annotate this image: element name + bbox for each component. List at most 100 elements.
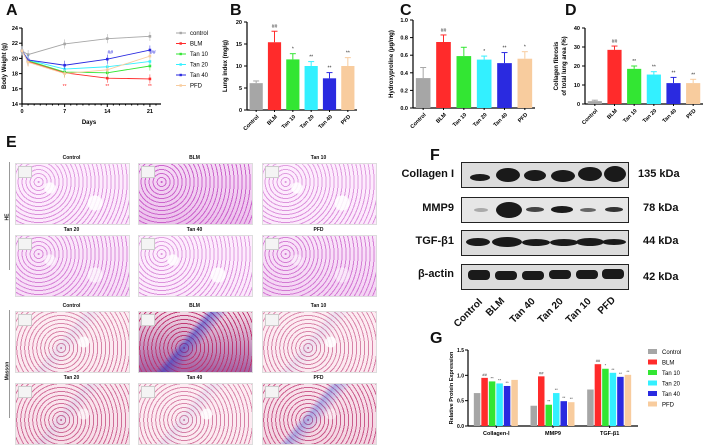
svg-text:**: ** (570, 396, 574, 401)
histology-image (138, 383, 253, 445)
thumbnail-inset (265, 386, 279, 398)
histo-title-tan10-he: Tan 10 (310, 155, 327, 161)
svg-text:14: 14 (12, 102, 19, 108)
svg-text:control: control (190, 31, 208, 37)
wb-kda-mmp9: 78 kDa (643, 202, 679, 214)
histo-title-blm-masson: BLM (189, 303, 200, 309)
svg-text:24: 24 (12, 26, 19, 32)
svg-text:Tan 20: Tan 20 (662, 382, 681, 388)
svg-text:14: 14 (104, 109, 111, 115)
svg-text:MMP9: MMP9 (545, 431, 561, 437)
histology-image (262, 163, 377, 225)
svg-text:**: ** (652, 65, 656, 71)
svg-text:15: 15 (236, 42, 242, 48)
svg-text:##: ## (441, 28, 447, 34)
svg-text:Tan 20: Tan 20 (472, 112, 488, 128)
svg-text:Tan 40: Tan 40 (662, 392, 681, 398)
svg-text:**: ** (562, 395, 566, 400)
panel-label-c: C (400, 2, 412, 19)
histo-title-control-masson: Control (62, 303, 81, 309)
thumbnail-inset (265, 238, 279, 250)
svg-text:**: ** (491, 375, 495, 380)
svg-text:Control: Control (581, 108, 599, 126)
svg-text:Tan 20: Tan 20 (190, 63, 209, 69)
svg-text:**: ** (691, 72, 695, 78)
wb-kda-collagen: 135 kDa (638, 168, 680, 180)
svg-text:0.2: 0.2 (400, 88, 408, 94)
svg-text:0.0: 0.0 (457, 424, 464, 430)
svg-text:##: ## (107, 50, 113, 56)
svg-text:Tan 40: Tan 40 (662, 108, 678, 124)
svg-text:##: ## (539, 370, 544, 375)
thumbnail-inset (141, 238, 155, 250)
svg-text:**: ** (498, 377, 502, 382)
wb-label-tgfb1: TGF-β1 (415, 235, 455, 247)
panel-label-a: A (6, 2, 18, 19)
svg-text:Tan 10: Tan 10 (662, 371, 681, 377)
thumbnail-inset (265, 166, 279, 178)
thumbnail-inset (141, 166, 155, 178)
svg-text:Days: Days (82, 120, 97, 126)
svg-text:**: ** (63, 84, 67, 90)
histo-title-control-he: Control (62, 155, 81, 161)
svg-text:*: * (483, 49, 485, 55)
svg-text:*: * (292, 47, 294, 53)
svg-text:Body Weight (g): Body Weight (g) (2, 43, 8, 89)
thumbnail-inset (18, 314, 32, 326)
svg-text:0: 0 (577, 102, 580, 108)
histo-title-tan40-masson: Tan 40 (186, 375, 203, 381)
svg-text:Tan 10: Tan 10 (622, 108, 638, 124)
svg-text:PFD: PFD (340, 114, 352, 126)
wb-kda-tgfb1: 44 kDa (643, 235, 679, 247)
svg-text:20: 20 (236, 20, 242, 26)
svg-text:##: ## (150, 50, 156, 56)
svg-text:22: 22 (12, 41, 18, 47)
svg-text:##: ## (272, 24, 278, 30)
svg-text:21: 21 (147, 109, 153, 115)
histo-title-tan10-masson: Tan 10 (310, 303, 327, 309)
histo-title-pfd-he: PFD (313, 227, 324, 233)
svg-text:of total lung area (%): of total lung area (%) (562, 36, 568, 95)
svg-text:TGF-β1: TGF-β1 (600, 431, 619, 437)
wb-label-collagen: Collagen I (401, 168, 454, 180)
svg-text:**: ** (555, 387, 559, 392)
svg-text:20: 20 (12, 56, 18, 62)
svg-text:Tan 40: Tan 40 (493, 112, 509, 128)
histology-image (15, 235, 130, 297)
svg-text:7: 7 (63, 109, 66, 115)
histology-image (15, 163, 130, 225)
svg-text:*: * (524, 45, 526, 51)
thumbnail-inset (18, 238, 32, 250)
svg-text:1.5: 1.5 (457, 348, 464, 354)
histology-image (138, 163, 253, 225)
svg-text:1.0: 1.0 (457, 373, 464, 379)
panel-label-d: D (565, 2, 577, 19)
svg-text:PFD: PFD (517, 112, 529, 124)
histology-image (262, 235, 377, 297)
histo-title-blm-he: BLM (189, 155, 200, 161)
svg-text:BLM: BLM (606, 108, 619, 121)
svg-text:0.8: 0.8 (400, 36, 408, 42)
svg-text:**: ** (328, 66, 332, 72)
svg-text:##: ## (612, 39, 618, 45)
histology-image (15, 311, 130, 373)
svg-text:**: ** (611, 367, 615, 372)
blot-collagen (461, 162, 629, 188)
thumbnail-inset (141, 314, 155, 326)
svg-text:**: ** (619, 371, 623, 376)
thumbnail-inset (141, 386, 155, 398)
chart-a-body-weight: 14 16 18 20 22 24 0 7 14 21 Days Body Weight (g) ** *… (2, 26, 209, 126)
panel-label-b: B (230, 2, 242, 19)
svg-text:30: 30 (574, 45, 580, 51)
svg-text:10: 10 (574, 83, 580, 89)
svg-text:PFD: PFD (662, 403, 675, 409)
histology-image (262, 383, 377, 445)
svg-text:Tan 10: Tan 10 (452, 112, 468, 128)
svg-text:16: 16 (12, 87, 18, 93)
svg-text:Lung index (mg/g): Lung index (mg/g) (223, 40, 229, 92)
panel-label-e: E (6, 134, 17, 151)
wb-label-mmp9: MMP9 (422, 202, 454, 214)
svg-text:**: ** (632, 59, 636, 65)
svg-text:**: ** (672, 70, 676, 76)
